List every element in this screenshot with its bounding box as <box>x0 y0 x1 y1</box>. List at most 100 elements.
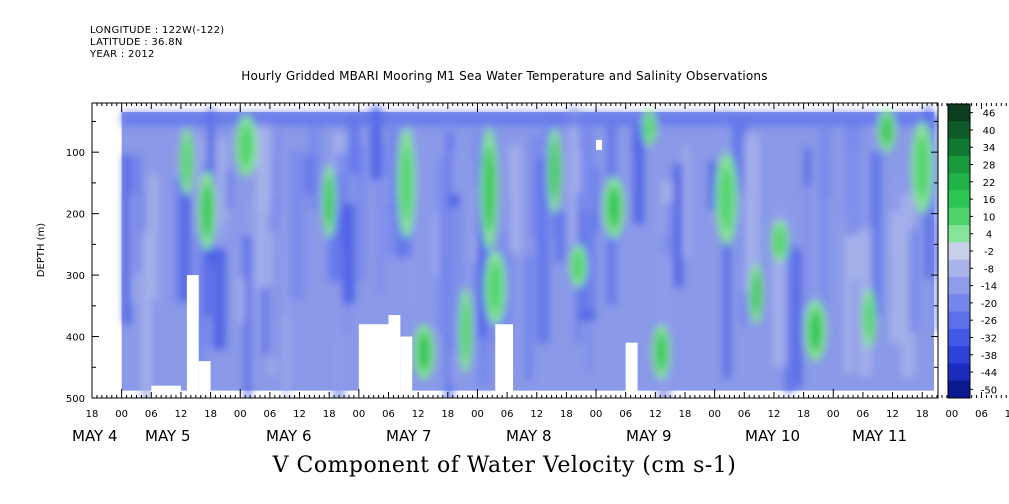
colorbar-label: -32 <box>981 333 997 344</box>
velocity-cell <box>506 195 513 335</box>
velocity-cell <box>820 159 828 309</box>
missing-data <box>198 361 211 398</box>
velocity-field <box>121 106 946 398</box>
velocity-cell <box>739 132 747 327</box>
x-day-label: MAY 5 <box>145 427 191 445</box>
colorbar-label: 10 <box>983 212 996 223</box>
velocity-cell <box>569 106 579 243</box>
positive-core <box>916 135 929 200</box>
positive-core <box>418 332 431 372</box>
velocity-cell <box>870 151 882 318</box>
x-tick-label: 06 <box>738 409 751 420</box>
x-day-label: MAY 9 <box>626 427 672 445</box>
velocity-cell <box>664 202 673 255</box>
velocity-cell <box>908 228 919 333</box>
missing-data <box>400 336 413 398</box>
x-tick-label: 06 <box>857 409 870 420</box>
colorbar-label: -8 <box>984 264 994 275</box>
x-tick-label: 00 <box>234 409 247 420</box>
chart-title: Hourly Gridded MBARI Mooring M1 Sea Wate… <box>241 69 768 83</box>
velocity-cell <box>594 165 599 233</box>
x-tick-label: 12 <box>530 409 543 420</box>
positive-core <box>325 175 334 228</box>
velocity-cell <box>332 242 345 398</box>
velocity-cell <box>173 182 181 305</box>
colorbar-label: -50 <box>981 385 997 396</box>
y-tick-label: 100 <box>66 148 85 159</box>
colorbar-cell <box>948 276 970 295</box>
colorbar-label: -2 <box>984 247 994 258</box>
y-tick-label: 500 <box>66 394 85 405</box>
positive-core <box>484 146 495 233</box>
plot-frame <box>91 102 939 399</box>
velocity-cell <box>771 143 776 201</box>
x-day-label: MAY 6 <box>266 427 312 445</box>
velocity-cell <box>389 127 396 212</box>
colorbar-label: -20 <box>981 299 997 310</box>
missing-data <box>186 275 199 398</box>
positive-core <box>645 114 654 141</box>
velocity-cell <box>255 118 272 288</box>
colorbar-cell <box>948 294 970 313</box>
velocity-cell <box>709 161 717 211</box>
positive-core <box>656 332 667 372</box>
colorbar-label: 4 <box>986 230 992 241</box>
longitude-label: LONGITUDE : 122W(-122) <box>90 25 225 36</box>
missing-data <box>596 139 602 151</box>
positive-core <box>489 261 502 314</box>
velocity-cell <box>784 240 794 394</box>
positive-core <box>573 250 584 281</box>
x-tick-label: 00 <box>827 409 840 420</box>
colorbar-label: -38 <box>981 351 997 362</box>
x-axis-title: V Component of Water Velocity (cm s-1) <box>272 453 737 478</box>
colorbar-label: -14 <box>981 282 997 293</box>
colorbar-cell <box>948 242 970 261</box>
surface-band <box>121 112 934 126</box>
velocity-cell <box>932 114 938 210</box>
colorbar-label: 46 <box>983 109 996 120</box>
x-tick-label: 00 <box>945 409 958 420</box>
missing-data <box>151 385 181 398</box>
colorbar-cell <box>948 311 970 330</box>
x-tick-label: 18 <box>441 409 454 420</box>
velocity-cell <box>509 145 522 254</box>
x-tick-label: 06 <box>264 409 277 420</box>
velocity-cell <box>683 145 689 258</box>
velocity-cell <box>123 154 132 324</box>
colorbar-cell <box>948 363 970 382</box>
positive-core <box>881 115 892 146</box>
colorbar-cell <box>948 346 970 364</box>
positive-core <box>607 185 620 229</box>
colorbar-label: -44 <box>981 368 997 379</box>
y-tick-label: 400 <box>66 333 85 344</box>
velocity-cell <box>140 233 152 398</box>
velocity-cell <box>437 158 449 333</box>
positive-core <box>401 144 412 222</box>
velocity-cell <box>218 140 227 240</box>
x-tick-label: 18 <box>560 409 573 420</box>
velocity-cell <box>274 131 281 213</box>
colorbar-cell <box>948 380 970 399</box>
missing-data <box>358 324 389 398</box>
velocity-cell <box>349 116 360 174</box>
x-tick-label: 06 <box>501 409 514 420</box>
x-day-label: MAY 7 <box>386 427 432 445</box>
velocity-cell <box>743 134 759 292</box>
colorbar-label: 34 <box>983 143 996 154</box>
colorbar-label: 28 <box>983 161 996 172</box>
velocity-cell <box>844 213 854 374</box>
velocity-cell <box>434 211 440 277</box>
velocity-cell <box>378 141 387 296</box>
colorbar-cell <box>948 207 970 226</box>
velocity-cell <box>938 144 946 220</box>
colorbar-cell <box>948 104 970 122</box>
colorbar-cell <box>948 190 970 209</box>
velocity-cell <box>244 235 251 398</box>
colorbar-cell <box>948 173 970 191</box>
velocity-cell <box>723 227 730 379</box>
x-tick-label: 00 <box>115 409 128 420</box>
x-tick-label: 00 <box>590 409 603 420</box>
x-tick-label: 18 <box>679 409 692 420</box>
x-tick-label: 06 <box>382 409 395 420</box>
